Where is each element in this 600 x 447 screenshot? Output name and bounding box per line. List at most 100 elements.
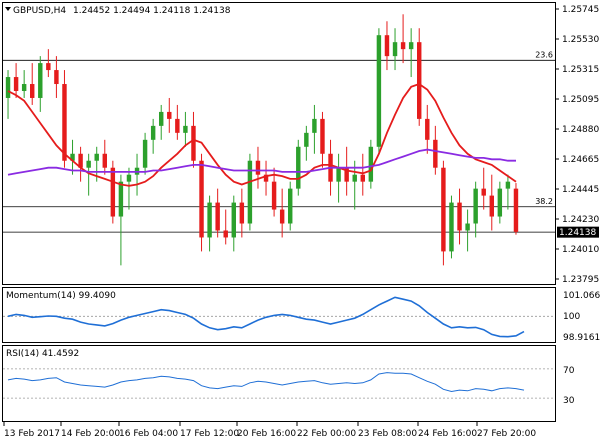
time-axis-label: 23 Feb 08:00 <box>358 429 417 439</box>
candle-body <box>497 188 503 217</box>
candle-body <box>279 209 285 224</box>
price-axis-label: 1.25745 <box>562 5 599 15</box>
candle-body <box>118 181 124 217</box>
candle-body <box>142 139 148 168</box>
candle-body <box>199 160 204 238</box>
candle-body <box>62 84 67 161</box>
price-axis-label: 1.24665 <box>562 155 599 165</box>
price-axis-label: 1.23795 <box>562 275 599 285</box>
candle-body <box>231 202 236 238</box>
candle-body <box>255 160 261 175</box>
candle-body <box>191 125 196 161</box>
candle-body <box>175 118 180 133</box>
candle-body <box>110 167 116 217</box>
candle-body <box>465 223 470 231</box>
ma-fast-line <box>7 82 517 187</box>
candle-body <box>360 174 365 182</box>
candle-body <box>489 195 494 217</box>
candle-body <box>384 35 390 57</box>
candle-body <box>304 132 309 147</box>
price-axis-label: 1.24445 <box>562 185 599 195</box>
time-axis-label: 13 Feb 2017 <box>4 429 60 439</box>
time-axis-label: 27 Feb 20:00 <box>477 429 536 439</box>
candle-body <box>159 111 164 126</box>
candle-body <box>239 202 245 224</box>
candle-body <box>215 202 220 231</box>
ma-slow-line <box>7 148 516 176</box>
candle-body <box>271 181 277 210</box>
candle-body <box>38 63 43 98</box>
candle-body <box>263 174 269 182</box>
time-axis-label: 22 Feb 00:00 <box>297 429 356 439</box>
ohlc-label: 1.24452 1.24494 1.24118 1.24138 <box>73 6 231 16</box>
candle-body <box>94 153 99 161</box>
momentum-axis-max: 101.0663 <box>563 291 600 301</box>
time-axis-label: 24 Feb 16:00 <box>418 429 477 439</box>
candle-body <box>183 125 188 133</box>
fib-label-38.2: 38.2 <box>535 197 553 206</box>
rsi-axis-30: 30 <box>563 396 575 406</box>
candle-body <box>247 160 253 224</box>
price-axis-label: 1.25315 <box>562 65 599 75</box>
momentum-title: Momentum(14) 99.4090 <box>6 291 116 301</box>
candle-body <box>207 202 212 238</box>
candle-body <box>46 63 51 71</box>
candle-body <box>417 42 422 119</box>
candle-body <box>513 188 519 232</box>
candle-body <box>13 77 19 91</box>
candle-body <box>392 42 398 57</box>
candle-body <box>449 202 454 252</box>
candle-body <box>336 167 341 182</box>
candle-body <box>296 146 301 189</box>
price-axis-label: 1.24010 <box>562 245 599 255</box>
rsi-line <box>7 372 525 393</box>
candle-body <box>312 118 317 133</box>
dropdown-triangle-icon[interactable] <box>5 7 11 11</box>
candle-body <box>5 77 11 98</box>
candle-body <box>352 174 357 182</box>
candle-body <box>223 230 228 238</box>
candle-body <box>126 174 132 182</box>
candle-body <box>78 153 83 168</box>
candle-body <box>473 188 478 224</box>
candle-body <box>376 35 382 147</box>
momentum-axis-mid: 100 <box>563 312 580 322</box>
candle-body <box>167 111 172 119</box>
candle-body <box>70 153 75 161</box>
candle-body <box>30 84 35 98</box>
momentum-axis-min: 98.9161 <box>563 333 600 343</box>
rsi-title: RSI(14) 41.4592 <box>6 349 79 359</box>
time-axis-label: 16 Feb 04:00 <box>119 429 178 439</box>
time-axis-label: 14 Feb 20:00 <box>61 429 120 439</box>
price-axis-label: 1.24230 <box>562 215 599 225</box>
candle-body <box>481 188 486 196</box>
candle-body <box>425 118 430 140</box>
candle-body <box>21 84 27 91</box>
price-axis-label: 1.25530 <box>562 35 599 45</box>
symbol-label: GBPUSD,H4 <box>13 6 66 16</box>
current-price-badge <box>557 226 599 238</box>
candle-body <box>344 167 349 182</box>
fib-label-23.6: 23.6 <box>535 50 553 59</box>
candle-body <box>86 160 91 168</box>
candle-body <box>150 125 156 140</box>
candle-body <box>54 70 59 85</box>
candle-body <box>320 118 325 154</box>
price-axis-label: 1.25095 <box>562 95 599 105</box>
main-panel-frame <box>2 2 556 285</box>
candle-body <box>505 181 511 189</box>
candle-body <box>288 188 293 224</box>
rsi-panel-frame <box>2 345 556 422</box>
candle-body <box>457 202 462 231</box>
candle-body <box>441 167 446 252</box>
momentum-line <box>7 296 525 338</box>
candle-body <box>368 146 374 182</box>
candle-body <box>433 139 438 168</box>
time-axis-label: 17 Feb 12:00 <box>180 429 239 439</box>
candle-body <box>102 153 107 168</box>
candle-body <box>408 42 414 50</box>
rsi-axis-70: 70 <box>563 366 575 376</box>
time-axis-label: 20 Feb 16:00 <box>237 429 296 439</box>
